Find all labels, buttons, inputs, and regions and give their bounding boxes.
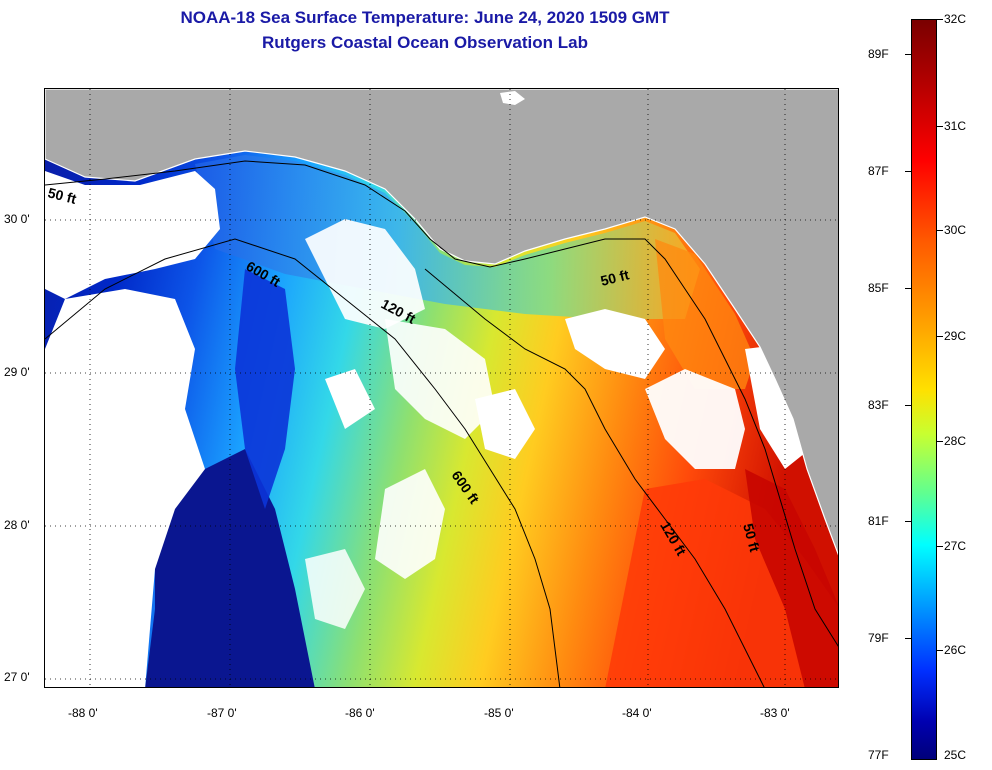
colorbar-tick <box>937 126 943 127</box>
cloud-mask <box>45 171 810 687</box>
latitude-label-27: 27 0' <box>4 670 30 684</box>
colorbar-tick <box>937 336 943 337</box>
colorbar-label-31c: 31C <box>944 119 967 133</box>
temperature-colorbar <box>911 19 937 760</box>
colorbar-label-28c: 28C <box>944 434 967 448</box>
colorbar-label-26c: 26C <box>944 643 967 657</box>
west-deep-water <box>145 449 315 687</box>
colorbar-label-32c: 32C <box>944 12 967 26</box>
longitude-label-87: -87 0' <box>207 706 237 720</box>
north-shelf-water <box>195 155 700 319</box>
sst-map-graphic: 50 ft 600 ft 120 ft 50 ft 600 ft 120 ft … <box>45 89 838 687</box>
contour-label-50ft-south: 50 ft <box>740 522 763 554</box>
colorbar-tick <box>937 546 943 547</box>
title-line-2: Rutgers Coastal Ocean Observation Lab <box>262 33 588 52</box>
latitude-label-28: 28 0' <box>4 518 30 532</box>
west-blue-water <box>235 269 295 509</box>
depth-contours <box>45 160 838 687</box>
sst-map[interactable]: 50 ft 600 ft 120 ft 50 ft 600 ft 120 ft … <box>44 88 839 688</box>
colorbar-tick <box>905 54 911 55</box>
colorbar-label-77f: 77F <box>868 748 889 762</box>
coastal-hot-water <box>745 469 838 687</box>
east-warm-water <box>655 239 755 389</box>
colorbar-tick <box>937 19 943 20</box>
map-grid <box>45 89 838 687</box>
longitude-label-86: -86 0' <box>345 706 375 720</box>
colorbar-tick <box>905 405 911 406</box>
contour-label-50ft-east: 50 ft <box>599 266 631 289</box>
colorbar-tick <box>905 638 911 639</box>
colorbar-label-79f: 79F <box>868 631 889 645</box>
colorbar-tick <box>905 288 911 289</box>
colorbar-label-87f: 87F <box>868 164 889 178</box>
colorbar-tick <box>905 171 911 172</box>
colorbar-tick <box>937 441 943 442</box>
colorbar-label-81f: 81F <box>868 514 889 528</box>
colorbar-label-83f: 83F <box>868 398 889 412</box>
longitude-label-88: -88 0' <box>68 706 98 720</box>
colorbar-label-25c: 25C <box>944 748 967 762</box>
colorbar-tick <box>905 521 911 522</box>
colorbar-tick <box>937 650 943 651</box>
longitude-label-83: -83 0' <box>760 706 790 720</box>
longitude-label-85: -85 0' <box>484 706 514 720</box>
colorbar-label-29c: 29C <box>944 329 967 343</box>
colorbar-label-30c: 30C <box>944 223 967 237</box>
latitude-label-30: 30 0' <box>4 212 30 226</box>
land-mass <box>45 89 838 556</box>
contour-label-50ft-west: 50 ft <box>46 184 78 207</box>
colorbar-tick <box>937 230 943 231</box>
title-line-1: NOAA-18 Sea Surface Temperature: June 24… <box>180 8 670 27</box>
coastal-island <box>500 91 525 105</box>
latitude-label-29: 29 0' <box>4 365 30 379</box>
longitude-label-84: -84 0' <box>622 706 652 720</box>
colorbar-label-27c: 27C <box>944 539 967 553</box>
colorbar-label-85f: 85F <box>868 281 889 295</box>
colorbar-label-89f: 89F <box>868 47 889 61</box>
